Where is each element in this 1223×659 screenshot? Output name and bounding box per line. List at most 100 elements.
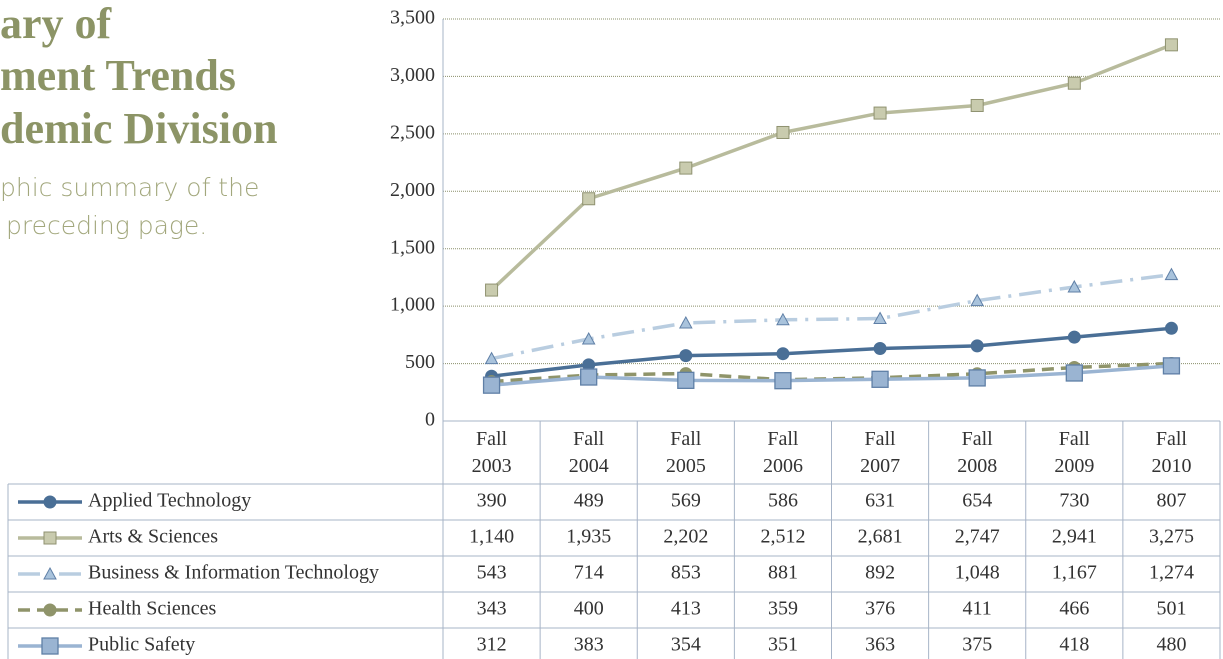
data-label: 390 (477, 490, 507, 512)
marker (484, 351, 499, 365)
marker (776, 312, 790, 326)
y-tick-label: 3,500 (390, 7, 435, 29)
data-label: 1,048 (955, 562, 1000, 584)
data-label: 359 (768, 598, 798, 620)
data-label: 881 (768, 562, 798, 584)
legend-marker (43, 566, 57, 580)
data-label: 569 (671, 490, 701, 512)
x-tick-label: Fall 2004 (568, 428, 609, 477)
x-tick-cell: Fall 2005 (665, 428, 706, 477)
title-line: ary of (0, 0, 113, 48)
data-label: 375 (962, 634, 992, 656)
y-tick-label: 0 (425, 409, 435, 431)
data-label: 383 (574, 634, 604, 656)
data-label: 312 (477, 634, 507, 656)
x-tick-cell: Fall 2010 (1151, 428, 1191, 477)
data-label: 1,935 (566, 526, 611, 548)
data-label: 654 (962, 490, 992, 512)
data-label: 413 (671, 598, 701, 620)
title-line: demic Division (0, 104, 277, 153)
x-tick-cell: Fall 2008 (957, 428, 998, 477)
x-tick-cell: Fall 2003 (471, 428, 512, 477)
x-tick-label: Fall 2007 (860, 428, 901, 477)
y-tick-label: 1,500 (390, 236, 435, 258)
data-label: 411 (963, 598, 992, 620)
marker (1164, 267, 1179, 281)
marker (873, 106, 887, 120)
data-label: 3,275 (1149, 526, 1194, 548)
data-label: 400 (574, 598, 604, 620)
marker (970, 339, 984, 353)
data-label: 501 (1156, 598, 1186, 620)
data-label: 543 (477, 562, 507, 584)
subtitle-line: preceding page. (6, 211, 207, 240)
marker (873, 311, 887, 325)
data-label: 2,681 (858, 526, 903, 548)
data-label: 354 (671, 634, 701, 656)
marker (1162, 357, 1181, 375)
marker (679, 161, 693, 175)
marker (581, 331, 596, 345)
marker (871, 370, 889, 388)
legend-label: Business & Information Technology (88, 562, 379, 584)
data-label: 343 (477, 598, 507, 620)
data-label: 1,274 (1149, 562, 1194, 584)
marker (1065, 364, 1083, 382)
y-tick-label: 1,000 (390, 294, 435, 316)
legend-marker (41, 637, 59, 655)
data-label: 631 (865, 490, 895, 512)
y-tick-label: 2,000 (390, 179, 435, 201)
data-label: 807 (1156, 490, 1186, 512)
marker (1067, 279, 1082, 293)
x-tick-label: Fall 2003 (471, 428, 512, 477)
data-label: 351 (768, 634, 798, 656)
x-tick-label: Fall 2006 (762, 428, 803, 477)
series-line (491, 364, 1172, 387)
legend-label: Public Safety (88, 634, 195, 656)
legend-marker (43, 603, 57, 617)
data-label: 714 (574, 562, 604, 584)
data-label: 892 (865, 562, 895, 584)
marker (968, 369, 986, 387)
marker (582, 192, 596, 206)
x-tick-cell: Fall 2007 (860, 428, 901, 477)
series-line (491, 272, 1172, 361)
series-line (491, 326, 1172, 378)
marker (776, 347, 790, 361)
data-label: 2,941 (1052, 526, 1097, 548)
x-tick-label: Fall 2005 (665, 428, 706, 477)
marker (774, 372, 792, 390)
marker (1067, 330, 1081, 344)
marker (580, 368, 598, 386)
marker (873, 342, 887, 356)
marker (485, 283, 499, 297)
legend-label: Applied Technology (88, 490, 251, 512)
x-tick-cell: Fall 2009 (1054, 428, 1095, 477)
marker (482, 376, 501, 394)
data-label: 586 (768, 490, 798, 512)
x-tick-label: Fall 2009 (1054, 428, 1095, 477)
legend-label: Arts & Sciences (88, 526, 218, 548)
data-label: 489 (574, 490, 604, 512)
y-tick-label: 3,000 (390, 64, 435, 86)
marker (1164, 321, 1178, 335)
marker (678, 315, 693, 329)
data-label: 466 (1059, 598, 1089, 620)
data-label: 418 (1059, 634, 1089, 656)
data-label: 730 (1059, 490, 1089, 512)
data-label: 2,202 (663, 526, 708, 548)
y-tick-label: 2,500 (390, 121, 435, 143)
marker (677, 371, 695, 389)
marker (1164, 38, 1178, 52)
x-tick-label: Fall 2008 (957, 428, 998, 477)
y-tick-label: 500 (405, 351, 435, 373)
title-line: ment Trends (0, 51, 236, 100)
legend-label: Health Sciences (88, 598, 216, 620)
data-label: 1,140 (469, 526, 514, 548)
x-tick-cell: Fall 2006 (762, 428, 803, 477)
data-label: 1,167 (1052, 562, 1097, 584)
data-label: 480 (1156, 634, 1186, 656)
x-tick-cell: Fall 2004 (568, 428, 609, 477)
marker (970, 98, 984, 112)
